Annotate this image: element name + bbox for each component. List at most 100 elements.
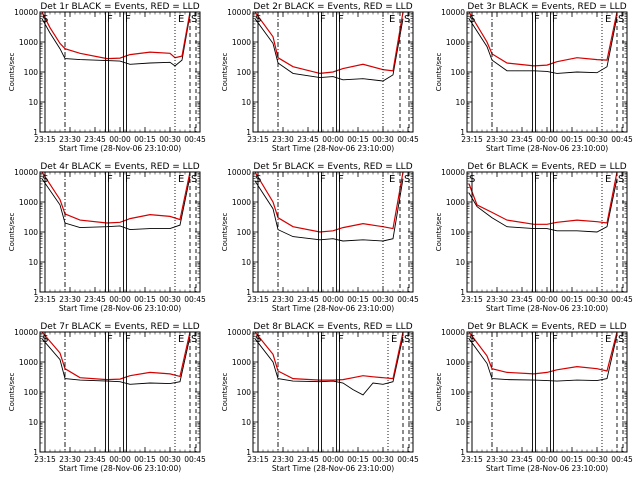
y-tick-label: 1000 <box>19 198 38 207</box>
y-tick-label: 10 <box>28 98 38 107</box>
x-tick-label: 00:45 <box>397 295 419 304</box>
marker-label-f: F <box>338 14 344 25</box>
y-tick-label: 1 <box>460 288 465 297</box>
y-tick-label: 10 <box>455 98 465 107</box>
y-tick-label: 1 <box>33 288 38 297</box>
x-tick-label: 23:15 <box>34 295 56 304</box>
x-tick-label: 00:45 <box>397 455 419 464</box>
series-events <box>254 178 404 242</box>
marker-label-f: F <box>534 14 540 25</box>
x-tick-label: 00:00 <box>322 135 344 144</box>
plot-frame <box>466 331 628 453</box>
x-tick-label: 00:00 <box>322 295 344 304</box>
series-events <box>41 336 191 385</box>
marker-label-s: S <box>191 174 197 185</box>
panel-title: Det 6r BLACK = Events, RED = LLD <box>467 162 626 172</box>
x-tick-label: 00:45 <box>611 455 633 464</box>
x-tick-label: 00:45 <box>611 135 633 144</box>
plot-frame <box>466 11 628 133</box>
marker-label-s: S <box>469 334 475 345</box>
y-tick-label: 100 <box>24 388 39 397</box>
y-tick-label: 1 <box>33 128 38 137</box>
marker-label-f: F <box>125 174 131 185</box>
marker-label-e: E <box>605 174 611 185</box>
y-axis-label: Counts/sec <box>221 213 229 252</box>
x-tick-label: 00:00 <box>536 455 558 464</box>
marker-label-f: F <box>534 174 540 185</box>
y-axis-label: Counts/sec <box>435 213 443 252</box>
x-tick-label: 23:15 <box>461 455 483 464</box>
series-events <box>468 178 618 233</box>
x-tick-label: 00:30 <box>372 455 394 464</box>
x-tick-label: 00:45 <box>184 135 206 144</box>
series-events <box>468 334 618 382</box>
x-tick-label: 23:30 <box>272 135 294 144</box>
series-lld <box>254 12 404 75</box>
marker-label-f: F <box>338 334 344 345</box>
marker-label-s: S <box>618 174 624 185</box>
plot-frame <box>39 331 201 453</box>
x-tick-label: 00:30 <box>372 135 394 144</box>
x-tick-label: 00:15 <box>134 135 156 144</box>
y-axis-label: Counts/sec <box>8 373 16 412</box>
x-axis-label: Start Time (28-Nov-06 23:10:00) <box>59 304 181 313</box>
marker-label-e: E <box>178 174 184 185</box>
x-tick-label: 23:45 <box>297 135 319 144</box>
x-tick-label: 23:45 <box>297 455 319 464</box>
y-tick-label: 100 <box>237 228 252 237</box>
marker-label-f: F <box>125 14 131 25</box>
y-axis-label: Counts/sec <box>435 373 443 412</box>
marker-label-f: F <box>107 334 113 345</box>
x-tick-label: 23:30 <box>486 455 508 464</box>
y-tick-label: 10 <box>241 418 251 427</box>
marker-label-s: S <box>404 14 410 25</box>
marker-label-s: S <box>191 14 197 25</box>
x-tick-label: 00:45 <box>397 135 419 144</box>
series-lld <box>41 332 191 381</box>
x-tick-label: 00:00 <box>109 455 131 464</box>
x-tick-label: 23:15 <box>247 135 269 144</box>
x-axis-label: Start Time (28-Nov-06 23:10:00) <box>272 144 394 153</box>
y-tick-label: 100 <box>24 68 39 77</box>
y-tick-label: 100 <box>237 68 252 77</box>
panel-title: Det 7r BLACK = Events, RED = LLD <box>40 322 199 332</box>
x-tick-label: 23:15 <box>34 455 56 464</box>
marker-label-f: F <box>338 174 344 185</box>
x-tick-label: 23:15 <box>461 295 483 304</box>
y-axis-label: Counts/sec <box>221 53 229 92</box>
y-tick-label: 10 <box>455 258 465 267</box>
x-tick-label: 00:30 <box>586 135 608 144</box>
x-tick-label: 23:15 <box>247 455 269 464</box>
marker-label-s: S <box>618 14 624 25</box>
marker-label-s: S <box>42 174 48 185</box>
marker-label-s: S <box>191 334 197 345</box>
x-axis-label: Start Time (28-Nov-06 23:10:00) <box>486 144 608 153</box>
y-tick-label: 100 <box>237 388 252 397</box>
y-axis-label: Counts/sec <box>435 53 443 92</box>
plot-frame <box>39 11 201 133</box>
x-tick-label: 00:30 <box>372 295 394 304</box>
marker-label-f: F <box>320 334 326 345</box>
y-tick-label: 10000 <box>441 168 465 177</box>
x-tick-label: 23:30 <box>59 135 81 144</box>
y-tick-label: 1 <box>246 288 251 297</box>
x-tick-label: 23:15 <box>461 135 483 144</box>
y-tick-label: 10000 <box>227 328 251 337</box>
y-tick-label: 10000 <box>14 328 38 337</box>
y-tick-label: 1000 <box>19 38 38 47</box>
panel-title: Det 2r BLACK = Events, RED = LLD <box>253 2 412 12</box>
marker-label-e: E <box>389 174 395 185</box>
x-axis-label: Start Time (28-Nov-06 23:10:00) <box>59 144 181 153</box>
x-tick-label: 23:30 <box>272 455 294 464</box>
panel-title: Det 1r BLACK = Events, RED = LLD <box>40 2 199 12</box>
y-tick-label: 1000 <box>232 198 251 207</box>
y-tick-label: 1000 <box>232 358 251 367</box>
marker-label-f: F <box>552 334 558 345</box>
marker-label-e: E <box>605 334 611 345</box>
y-tick-label: 10000 <box>227 168 251 177</box>
x-axis-label: Start Time (28-Nov-06 23:10:00) <box>272 304 394 313</box>
